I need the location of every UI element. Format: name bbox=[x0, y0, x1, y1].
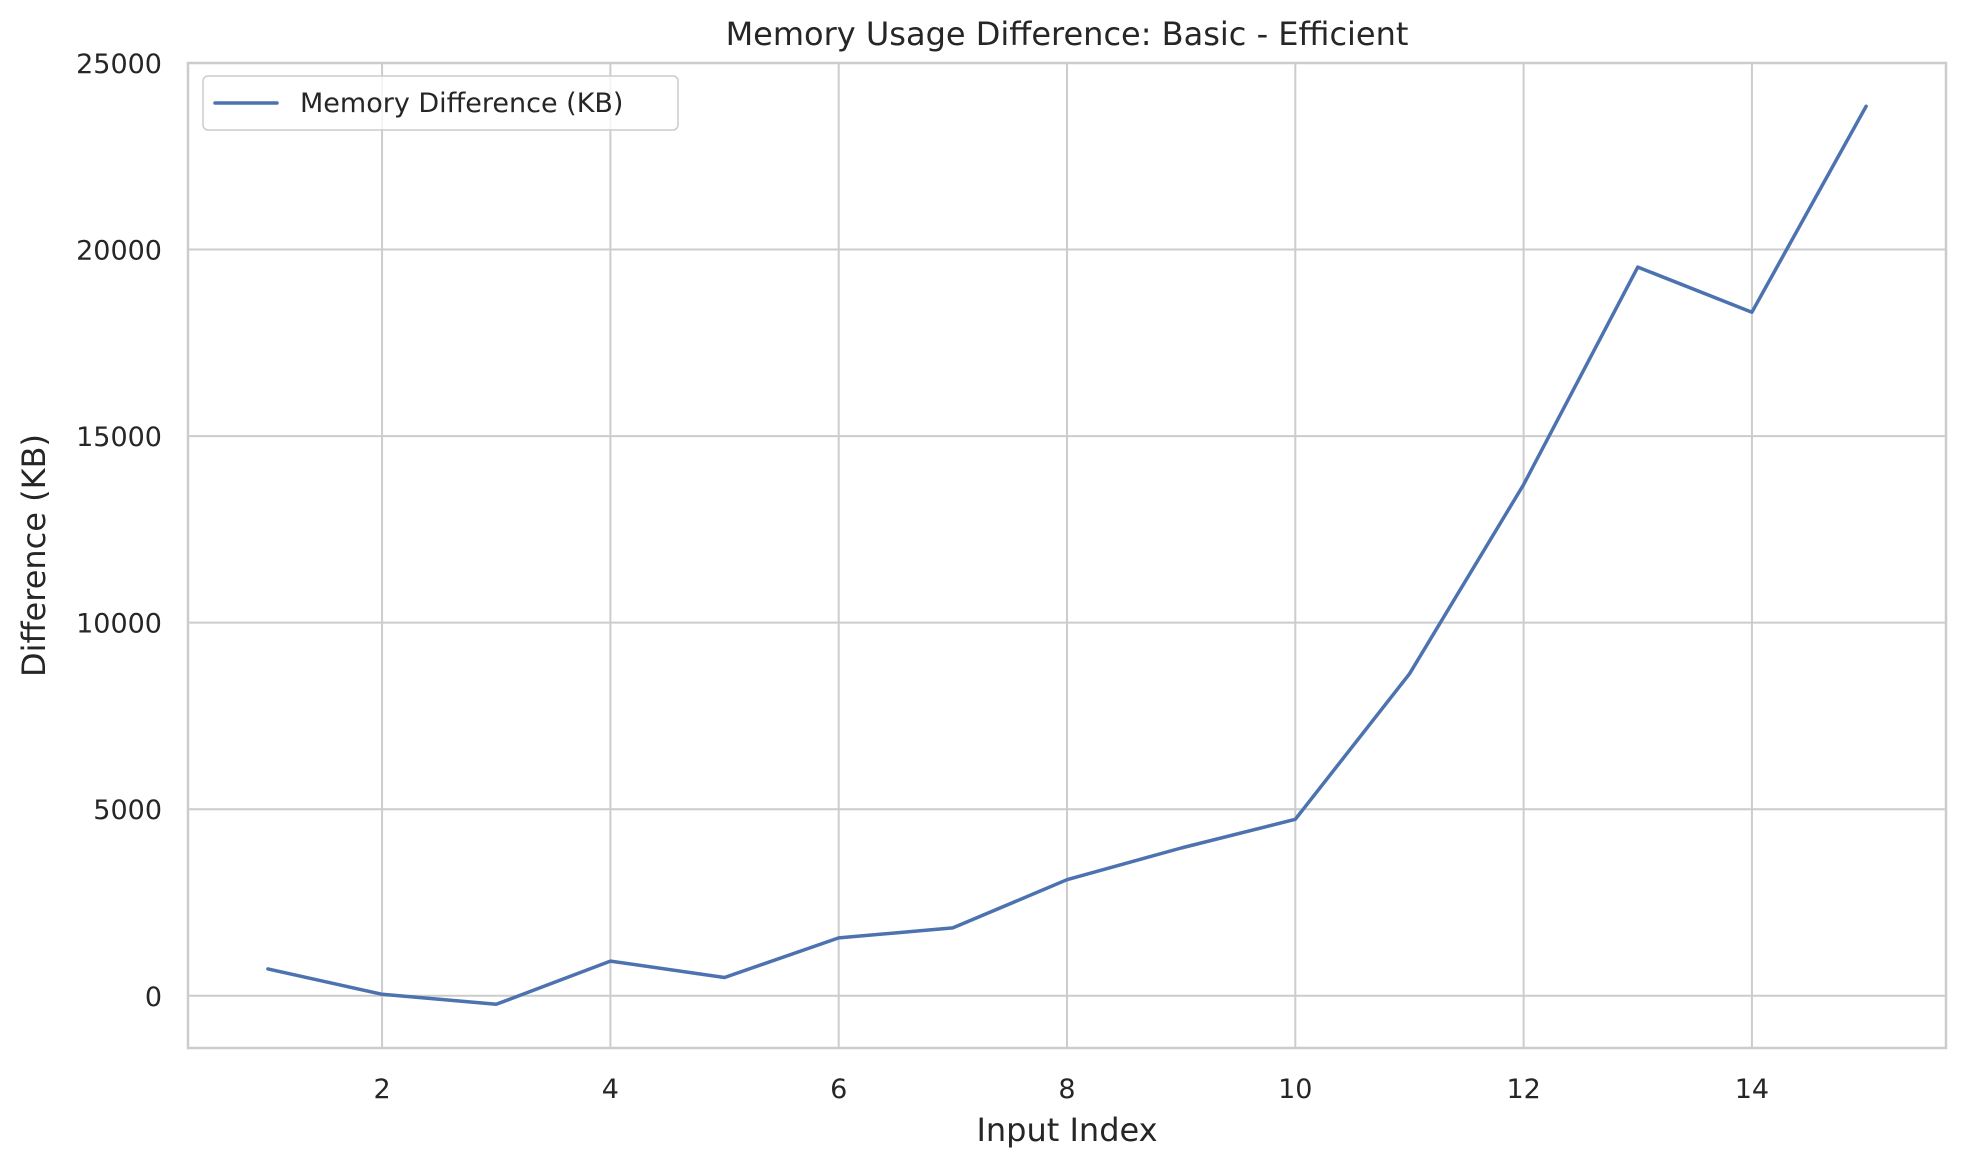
chart-title: Memory Usage Difference: Basic - Efficie… bbox=[726, 15, 1409, 53]
legend-label: Memory Difference (KB) bbox=[300, 88, 623, 119]
y-tick-label: 10000 bbox=[76, 609, 162, 640]
x-tick-label: 14 bbox=[1735, 1074, 1769, 1105]
legend: Memory Difference (KB) bbox=[203, 76, 678, 130]
x-tick-label: 4 bbox=[602, 1074, 619, 1105]
y-tick-label: 0 bbox=[145, 982, 162, 1013]
y-tick-label: 20000 bbox=[76, 236, 162, 267]
y-tick-label: 15000 bbox=[76, 422, 162, 453]
x-axis-label: Input Index bbox=[976, 1111, 1157, 1149]
y-tick-label: 25000 bbox=[76, 49, 162, 80]
y-tick-label: 5000 bbox=[93, 795, 162, 826]
y-axis-label: Difference (KB) bbox=[15, 434, 53, 677]
x-tick-label: 12 bbox=[1506, 1074, 1540, 1105]
x-tick-label: 10 bbox=[1278, 1074, 1312, 1105]
x-tick-label: 8 bbox=[1058, 1074, 1075, 1105]
x-tick-label: 2 bbox=[373, 1074, 390, 1105]
x-tick-label: 6 bbox=[830, 1074, 847, 1105]
